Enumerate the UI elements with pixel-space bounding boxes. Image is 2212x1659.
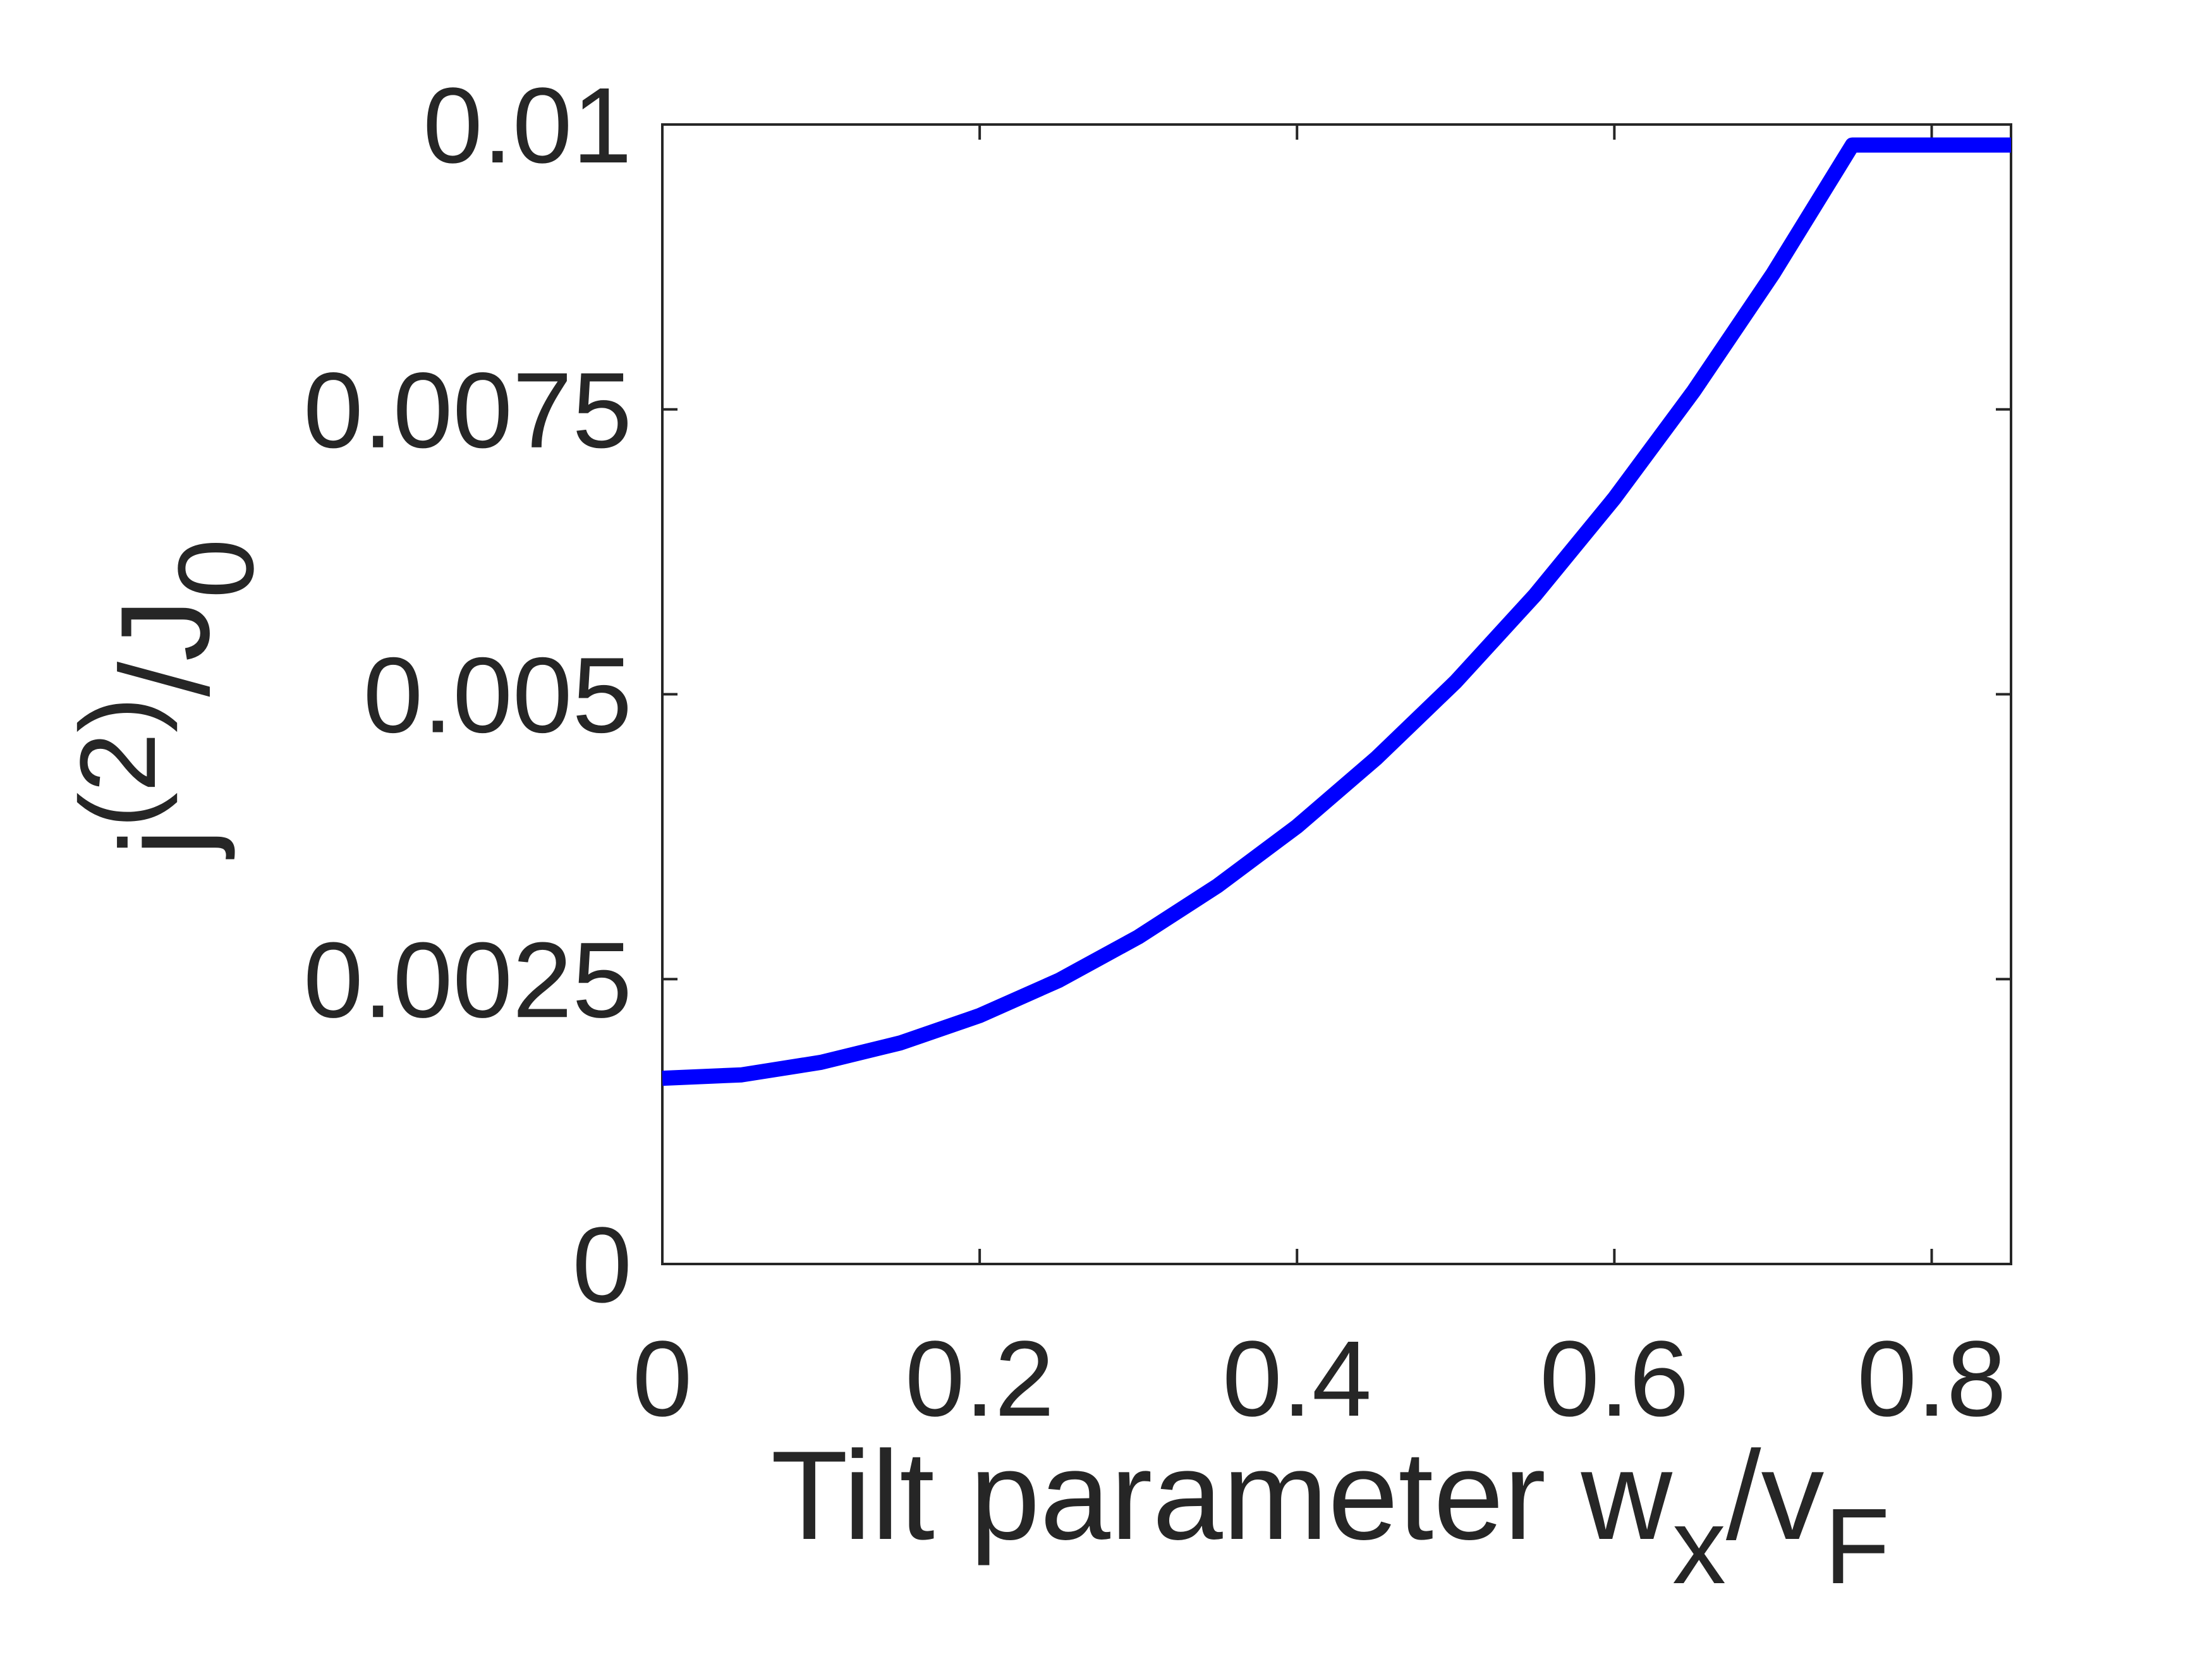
- series-line: [662, 137, 2011, 1086]
- y-tick-label: 0.005: [363, 636, 632, 756]
- x-tick-label: 0.8: [1857, 1319, 2006, 1439]
- x-tick-label: 0.2: [905, 1319, 1054, 1439]
- axis-ticks: [661, 123, 2011, 1265]
- x-tick-label: 0.4: [1222, 1319, 1371, 1439]
- y-axis-title-main: j: [95, 828, 236, 859]
- x-axis-title: Tilt parameter wx/vF: [771, 1425, 1890, 1607]
- x-tick-label: 0.6: [1540, 1319, 1689, 1439]
- series-layer: [662, 137, 2011, 1086]
- x-axis-title-subscript-f: F: [1825, 1486, 1890, 1607]
- x-axis-title-mid: /v: [1726, 1425, 1825, 1566]
- y-axis-title: j(2)/J0: [58, 538, 276, 859]
- y-axis-title-subscript: 0: [156, 538, 276, 599]
- tick-labels: 0 0.2 0.4 0.6 0.8 0 0.0025 0.005 0.0075 0.01: [303, 66, 2007, 1439]
- y-tick-label: 0.01: [423, 66, 632, 186]
- y-tick-label: 0.0075: [303, 351, 632, 471]
- x-axis-title-main: Tilt parameter w: [771, 1425, 1673, 1566]
- y-tick-label: 0: [572, 1205, 632, 1325]
- x-tick-label: 0: [633, 1319, 693, 1439]
- y-tick-label: 0.0025: [303, 920, 632, 1040]
- y-axis-title-superscript: (2): [58, 696, 178, 828]
- y-axis-title-mid: /J: [95, 599, 236, 697]
- x-axis-title-subscript-x: x: [1672, 1486, 1726, 1607]
